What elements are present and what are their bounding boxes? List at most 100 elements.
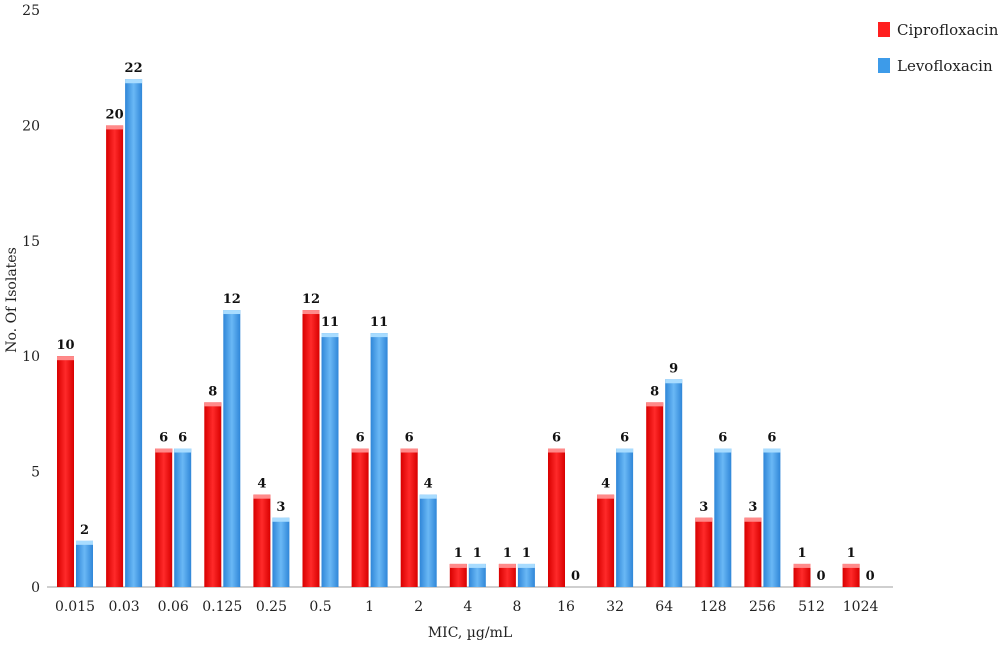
bar-cap-ciprofloxacin (498, 563, 516, 568)
bar-levofloxacin-4 (468, 563, 486, 587)
bars (57, 79, 860, 588)
bar-cap-levofloxacin (76, 540, 93, 545)
x-tick-label: 0.06 (158, 599, 189, 615)
bar-ciprofloxacin-128 (695, 517, 713, 587)
bar-ciprofloxacin-2 (400, 448, 418, 587)
data-label-levofloxacin: 1 (522, 546, 531, 561)
x-tick-label: 32 (606, 599, 624, 615)
bar-levofloxacin-128 (714, 448, 732, 587)
data-label-ciprofloxacin: 6 (552, 431, 561, 446)
data-label-ciprofloxacin: 6 (159, 431, 168, 446)
legend-label-ciprofloxacin: Ciprofloxacin (897, 21, 999, 39)
data-label-levofloxacin: 3 (276, 500, 285, 515)
y-tick-label: 20 (22, 118, 40, 134)
bar-cap-levofloxacin (468, 563, 486, 568)
data-label-levofloxacin: 11 (321, 315, 339, 330)
bar-cap-ciprofloxacin (400, 448, 418, 453)
y-tick-label: 5 (31, 465, 40, 481)
data-label-levofloxacin: 9 (669, 361, 678, 376)
bar-cap-ciprofloxacin (106, 125, 124, 130)
bar-cap-ciprofloxacin (744, 517, 762, 522)
bar-cap-ciprofloxacin (597, 494, 615, 499)
y-tick-label: 15 (22, 234, 40, 250)
bar-levofloxacin-0-015 (76, 540, 93, 587)
x-tick-label: 256 (749, 599, 776, 615)
bar-cap-ciprofloxacin (302, 310, 320, 315)
bar-ciprofloxacin-512 (793, 563, 811, 587)
x-tick-label: 1024 (843, 599, 879, 615)
data-label-ciprofloxacin: 8 (208, 384, 217, 399)
bar-ciprofloxacin-1 (351, 448, 369, 587)
bar-cap-ciprofloxacin (842, 563, 860, 568)
x-axis-title: MIC, µg/mL (428, 625, 512, 641)
x-tick-label: 128 (700, 599, 727, 615)
bar-cap-levofloxacin (174, 448, 192, 453)
data-label-ciprofloxacin: 1 (847, 546, 856, 561)
data-label-levofloxacin: 6 (620, 431, 629, 446)
bar-cap-ciprofloxacin (695, 517, 713, 522)
legend-swatch-ciprofloxacin (878, 22, 890, 37)
data-label-levofloxacin: 6 (767, 431, 776, 446)
bar-cap-ciprofloxacin (646, 402, 664, 407)
data-label-ciprofloxacin: 8 (650, 384, 659, 399)
bar-ciprofloxacin-0-06 (155, 448, 173, 587)
x-tick-label: 0.125 (202, 599, 242, 615)
y-tick-label: 10 (22, 349, 40, 365)
bar-cap-levofloxacin (517, 563, 535, 568)
x-tick-label: 4 (463, 599, 472, 615)
data-label-levofloxacin: 11 (370, 315, 388, 330)
data-label-ciprofloxacin: 6 (356, 431, 365, 446)
data-label-levofloxacin: 1 (473, 546, 482, 561)
data-label-ciprofloxacin: 4 (257, 477, 266, 492)
bar-levofloxacin-0-03 (125, 79, 143, 588)
data-label-levofloxacin: 0 (816, 569, 825, 584)
bar-cap-ciprofloxacin (253, 494, 271, 499)
data-label-ciprofloxacin: 20 (106, 107, 124, 122)
bar-cap-levofloxacin (125, 79, 143, 84)
y-tick-label: 25 (22, 3, 40, 19)
data-label-levofloxacin: 0 (571, 569, 580, 584)
bar-ciprofloxacin-1024 (842, 563, 860, 587)
bar-levofloxacin-1 (370, 333, 388, 587)
x-tick-label: 512 (798, 599, 825, 615)
bar-ciprofloxacin-256 (744, 517, 762, 587)
bar-cap-ciprofloxacin (449, 563, 467, 568)
bar-cap-levofloxacin (223, 310, 241, 315)
data-label-ciprofloxacin: 3 (699, 500, 708, 515)
data-label-ciprofloxacin: 4 (601, 477, 610, 492)
bar-ciprofloxacin-0-5 (302, 310, 320, 587)
bar-levofloxacin-0-25 (272, 517, 290, 587)
x-tick-label: 0.25 (256, 599, 287, 615)
data-label-ciprofloxacin: 1 (797, 546, 806, 561)
bar-ciprofloxacin-8 (498, 563, 516, 587)
y-tick-label: 0 (31, 580, 40, 596)
bar-cap-ciprofloxacin (204, 402, 222, 407)
bar-levofloxacin-0-125 (223, 310, 241, 587)
x-tick-label: 2 (414, 599, 423, 615)
bar-cap-levofloxacin (616, 448, 634, 453)
bar-cap-levofloxacin (665, 379, 683, 384)
bar-cap-ciprofloxacin (155, 448, 173, 453)
data-label-levofloxacin: 6 (718, 431, 727, 446)
data-label-levofloxacin: 2 (80, 523, 89, 538)
x-tick-label: 64 (655, 599, 673, 615)
bar-ciprofloxacin-16 (548, 448, 565, 587)
data-label-ciprofloxacin: 6 (405, 431, 414, 446)
data-label-levofloxacin: 6 (178, 431, 187, 446)
bar-cap-levofloxacin (419, 494, 437, 499)
bar-levofloxacin-8 (517, 563, 535, 587)
bar-levofloxacin-0-06 (174, 448, 192, 587)
x-tick-label: 0.03 (109, 599, 140, 615)
bar-ciprofloxacin-0-125 (204, 402, 222, 587)
data-label-ciprofloxacin: 10 (56, 338, 74, 353)
data-label-ciprofloxacin: 1 (454, 546, 463, 561)
y-axis: 0 5 10 15 20 25 (22, 3, 40, 596)
data-label-ciprofloxacin: 1 (503, 546, 512, 561)
bar-cap-levofloxacin (714, 448, 732, 453)
data-label-levofloxacin: 0 (866, 569, 875, 584)
legend-label-levofloxacin: Levofloxacin (897, 57, 993, 75)
x-tick-label: 1 (365, 599, 374, 615)
bar-ciprofloxacin-4 (449, 563, 467, 587)
